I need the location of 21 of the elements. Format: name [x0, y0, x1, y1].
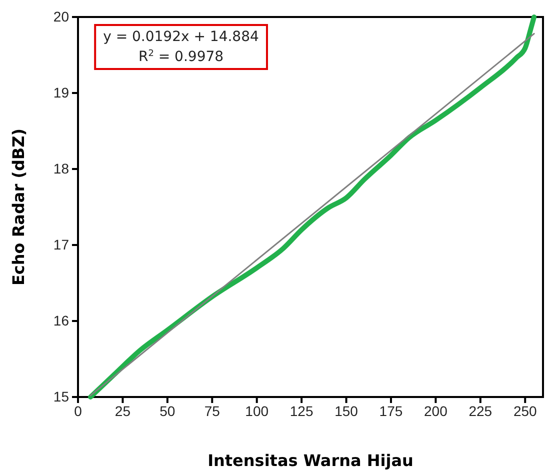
x-tick-label: 200 — [424, 402, 448, 419]
y-tick-label: 17 — [53, 236, 70, 252]
y-axis-title: Echo Radar (dBZ) — [9, 128, 28, 286]
x-tick-label: 225 — [468, 402, 492, 419]
annotation: R$^{2}$ = 0.9978 — [138, 49, 224, 65]
x-axis-title: Intensitas Warna Hijau — [208, 451, 414, 470]
x-tick-label: 75 — [204, 402, 220, 419]
annotation: y = 0.0192x + 14.884 — [103, 29, 259, 45]
y-tick-label: 16 — [53, 312, 70, 328]
y-tick-label: 19 — [53, 84, 70, 100]
y-tick-label: 15 — [53, 388, 70, 404]
x-tick-label: 0 — [74, 402, 82, 419]
x-tick-label: 175 — [379, 402, 403, 419]
x-tick-label: 50 — [160, 402, 176, 419]
y-tick-label: 20 — [53, 8, 70, 24]
x-tick-label: 250 — [513, 402, 538, 419]
x-tick-label: 150 — [334, 402, 358, 419]
x-tick-label: 125 — [290, 402, 314, 419]
x-tick-label: 25 — [114, 402, 131, 419]
y-tick-label: 18 — [53, 160, 70, 176]
x-tick-label: 100 — [245, 402, 269, 419]
